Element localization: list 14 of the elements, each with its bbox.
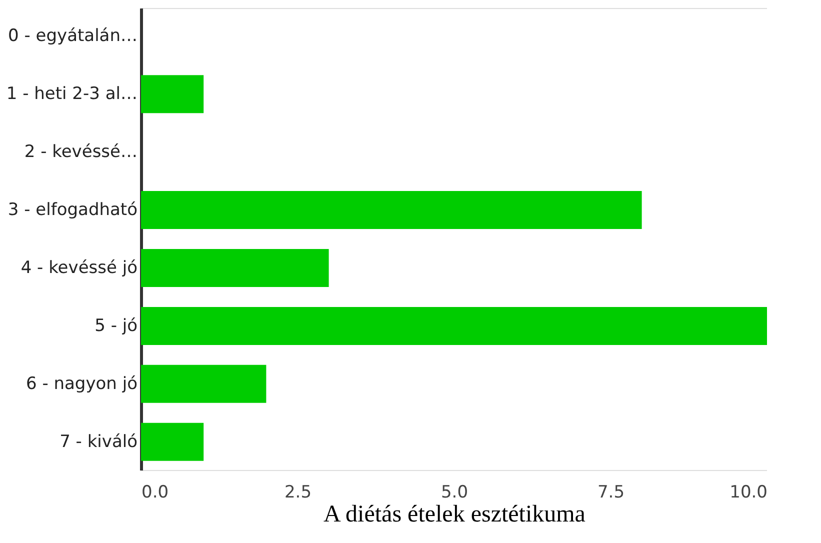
x-axis-title: A diétás ételek esztétikuma bbox=[324, 502, 586, 528]
y-tick-label: 5 - jó bbox=[94, 316, 138, 336]
y-tick-label: 2 - kevéssé… bbox=[24, 142, 138, 162]
y-tick-label: 4 - kevéssé jó bbox=[20, 258, 138, 278]
y-tick-label: 6 - nagyon jó bbox=[26, 374, 138, 394]
y-tick-label: 1 - heti 2-3 al… bbox=[6, 84, 138, 104]
x-tick-label: 5.0 bbox=[440, 482, 468, 502]
x-tick-label: 7.5 bbox=[597, 482, 625, 502]
x-tick-label: 10.0 bbox=[730, 482, 768, 502]
y-tick-label: 3 - elfogadható bbox=[8, 200, 138, 220]
y-tick-label: 0 - egyátalán… bbox=[8, 26, 138, 46]
y-tick-label: 7 - kiváló bbox=[60, 432, 138, 452]
x-tick-label: 2.5 bbox=[284, 482, 312, 502]
x-tick-label: 0.0 bbox=[142, 482, 169, 502]
